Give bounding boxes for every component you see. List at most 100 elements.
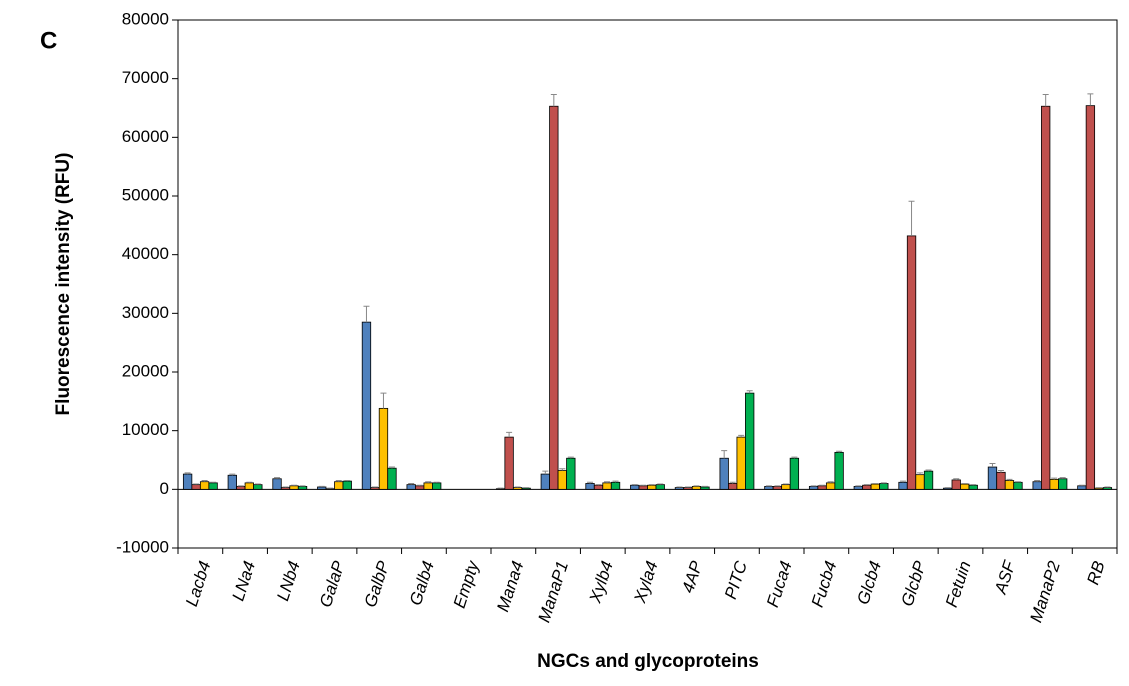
bar xyxy=(540,473,550,490)
x-tick-label: 4AP xyxy=(678,558,706,595)
bar xyxy=(325,488,335,490)
bar xyxy=(789,457,800,490)
bar xyxy=(745,392,755,490)
bar xyxy=(1077,485,1087,490)
bar xyxy=(512,487,523,490)
bar xyxy=(655,484,665,490)
x-tick-label: LNa4 xyxy=(229,559,260,604)
error-bar xyxy=(299,485,306,487)
error-bar xyxy=(989,463,996,468)
error-bar xyxy=(900,480,907,483)
error-bar xyxy=(193,483,200,485)
bar xyxy=(602,482,612,490)
x-tick-label: Lacb4 xyxy=(182,559,214,609)
x-tick-label: PITC xyxy=(721,558,751,601)
error-bar xyxy=(1006,478,1013,481)
bar xyxy=(208,482,218,490)
error-bar xyxy=(917,472,924,475)
bar xyxy=(297,485,308,490)
error-bar xyxy=(542,470,549,475)
bar xyxy=(585,483,595,490)
error-bar xyxy=(648,484,655,486)
error-bar xyxy=(291,484,298,486)
bar xyxy=(1032,481,1042,490)
error-bar xyxy=(1078,484,1085,486)
x-tick-label: GlcbP xyxy=(897,558,930,609)
error-bar xyxy=(738,434,745,438)
error-bar xyxy=(327,487,334,489)
bar xyxy=(853,485,863,490)
error-bar xyxy=(640,484,647,486)
bar xyxy=(951,479,961,490)
bar xyxy=(1102,487,1113,490)
bar xyxy=(736,436,746,490)
error-bar xyxy=(335,480,342,482)
bar xyxy=(432,482,442,490)
bar xyxy=(199,481,210,490)
bar xyxy=(227,474,237,490)
error-bar xyxy=(433,481,440,483)
error-bar xyxy=(184,472,191,475)
error-bar xyxy=(855,485,862,487)
error-bar xyxy=(567,456,574,459)
panel-label: C xyxy=(40,27,57,54)
error-bar xyxy=(746,390,753,394)
bar xyxy=(415,485,425,490)
error-bar xyxy=(684,486,691,488)
error-bar xyxy=(523,487,530,489)
bar xyxy=(504,436,514,490)
bar xyxy=(334,481,344,490)
error-bar xyxy=(997,470,1004,473)
bar xyxy=(289,485,299,490)
error-bar xyxy=(657,483,664,485)
bar xyxy=(557,470,567,490)
bar xyxy=(630,484,640,490)
error-bar xyxy=(274,477,281,479)
bar xyxy=(772,485,783,490)
bar xyxy=(691,485,702,490)
error-bar xyxy=(1014,481,1021,483)
bar xyxy=(898,481,908,490)
error-bar xyxy=(631,484,638,486)
error-bar xyxy=(721,450,728,459)
error-bar xyxy=(371,486,378,488)
error-bar xyxy=(872,482,879,485)
error-bar xyxy=(1051,477,1058,480)
bar xyxy=(996,471,1006,490)
bar xyxy=(370,487,380,490)
error-bar xyxy=(408,482,415,485)
x-tick-label: Mana4 xyxy=(493,559,527,614)
bar xyxy=(244,482,254,490)
y-axis-label: Fluorescence intensity (RFU) xyxy=(53,153,74,416)
x-tick-label: Galb4 xyxy=(406,559,438,608)
error-bar xyxy=(1034,480,1041,482)
error-bar xyxy=(1087,93,1094,106)
bar xyxy=(1058,478,1068,490)
bar xyxy=(923,470,934,490)
bar xyxy=(361,321,372,490)
x-tick-label: ASF xyxy=(991,557,1020,597)
error-bar xyxy=(1042,94,1049,107)
bar xyxy=(1094,487,1104,490)
y-tick-label: 30000 xyxy=(122,303,169,322)
bar xyxy=(764,485,774,490)
error-bar xyxy=(1059,477,1066,479)
error-bar xyxy=(729,481,736,484)
bar xyxy=(495,488,506,490)
x-tick-label: GalbP xyxy=(361,558,394,609)
error-bar xyxy=(506,431,513,438)
bar xyxy=(610,481,621,490)
error-bar xyxy=(210,481,217,483)
y-tick-label: 10000 xyxy=(122,420,169,439)
error-bar xyxy=(514,486,521,488)
bar xyxy=(638,485,648,490)
y-tick-label: 50000 xyxy=(122,185,169,204)
error-bar xyxy=(676,486,683,488)
error-bar xyxy=(701,485,708,487)
error-bar xyxy=(254,483,261,485)
x-tick-label: ManaP1 xyxy=(535,559,573,625)
error-bar xyxy=(765,485,772,487)
error-bar xyxy=(497,487,504,489)
error-bar xyxy=(961,482,968,485)
bar xyxy=(943,487,953,490)
